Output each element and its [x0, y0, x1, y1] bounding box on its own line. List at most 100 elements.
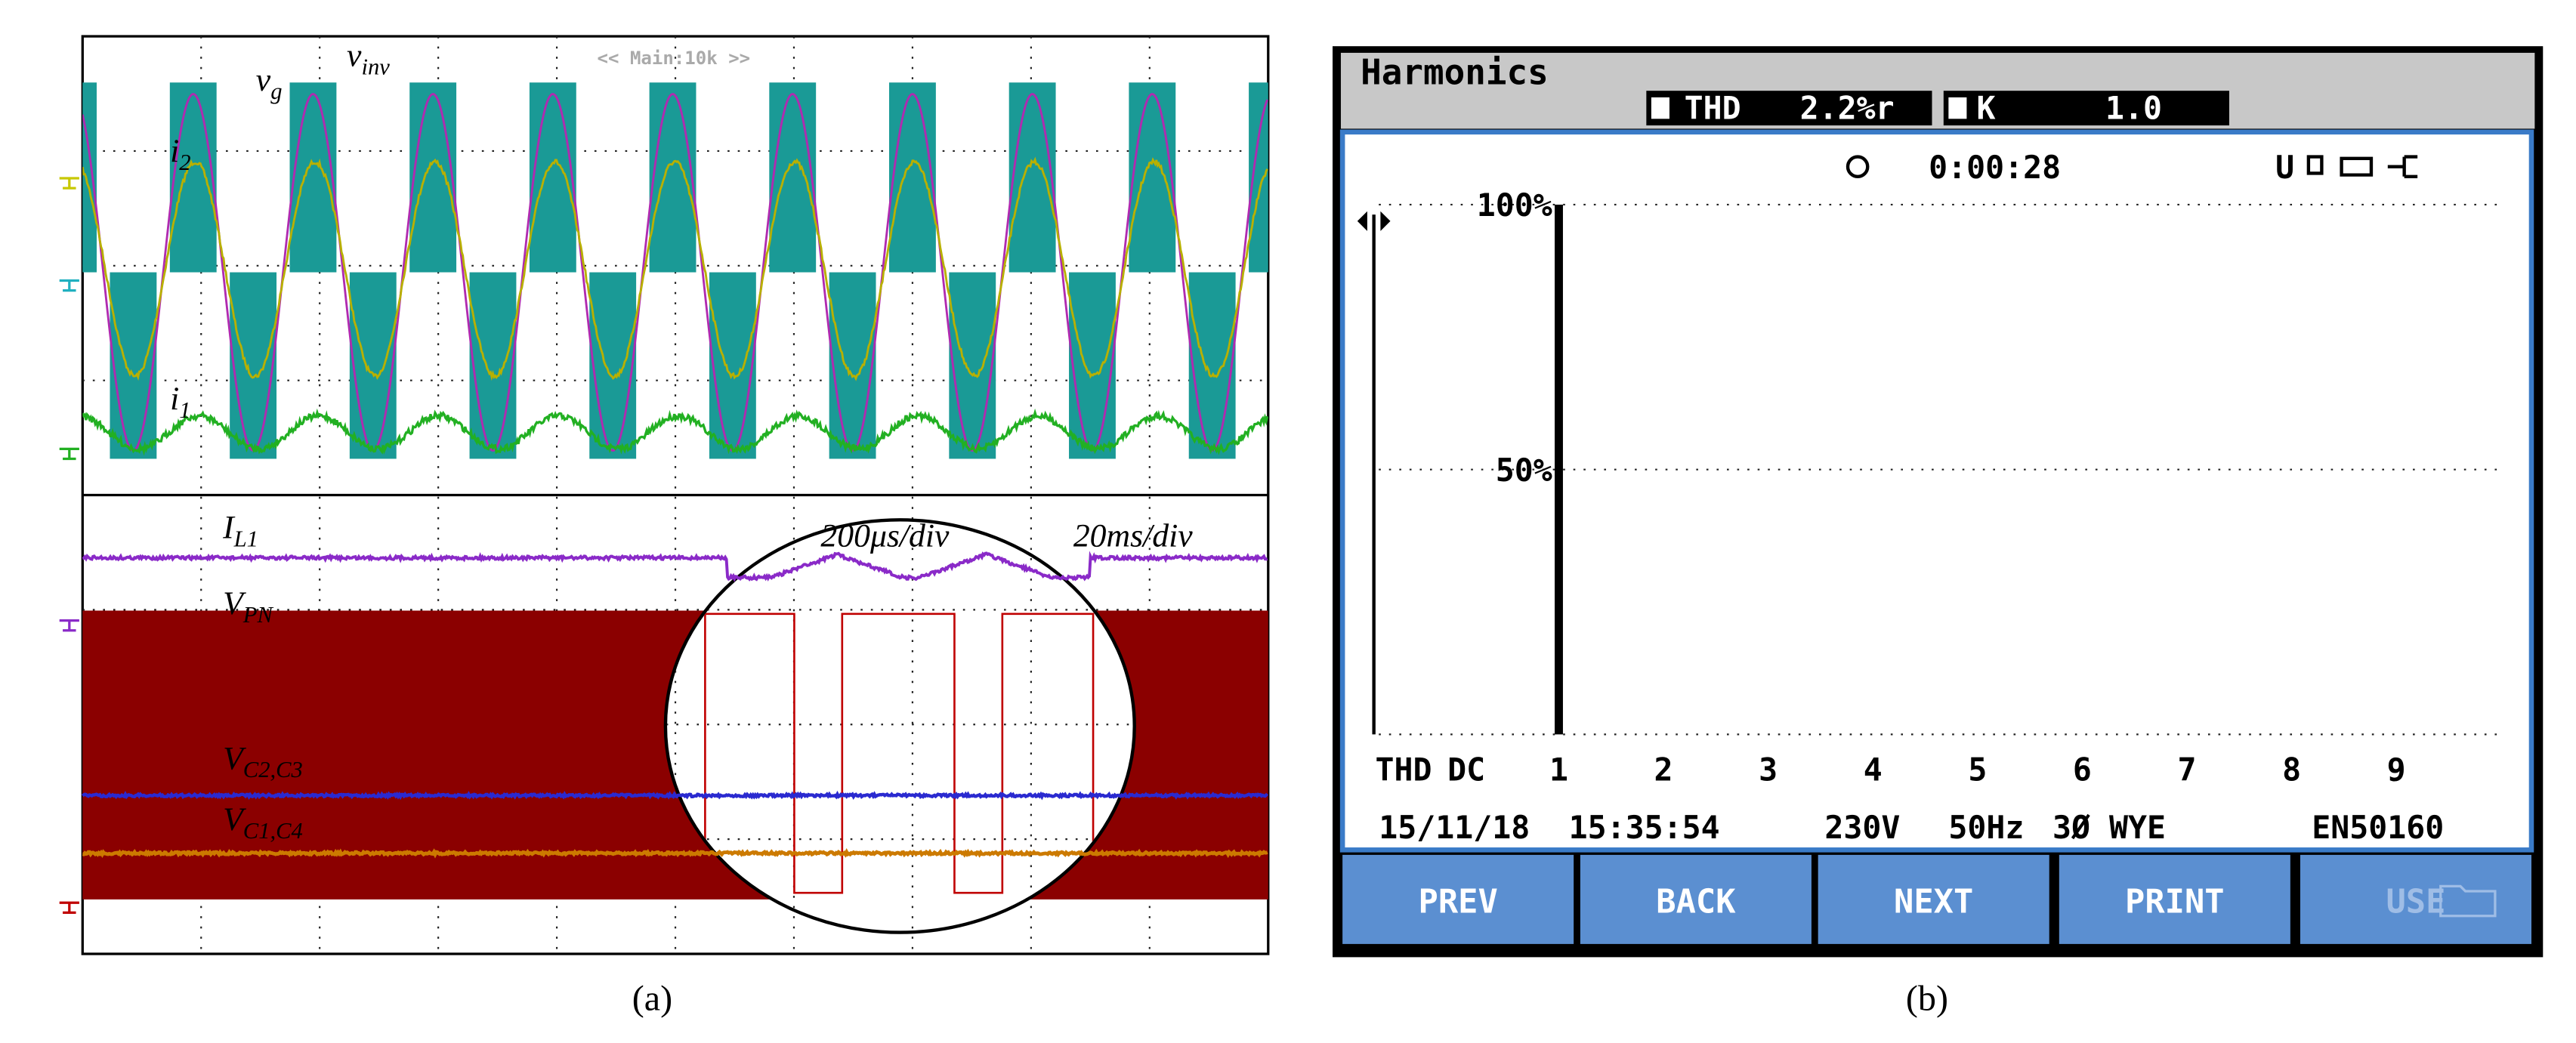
status-text: 3Ø WYE — [2052, 809, 2166, 846]
inverter-voltage — [1129, 82, 1176, 273]
phase-icon — [1948, 97, 1967, 119]
channel-marker — [59, 279, 79, 292]
k-box — [1943, 91, 2229, 126]
signal-symbol: i — [170, 133, 179, 169]
timebase: << Main:10k >> — [598, 48, 751, 69]
inverter-voltage — [110, 272, 157, 459]
k-label: K — [1977, 89, 1996, 126]
signal-label: VC1,C4 — [223, 801, 303, 844]
x-tick-label: 9 — [2387, 751, 2406, 788]
signal-label: i1 — [170, 381, 190, 423]
zoom-traces — [667, 613, 1133, 894]
status-text: 50Hz — [1948, 809, 2024, 846]
oscilloscope: << Main:10k >>vgvinvi2i1IL1VPNVC2,C3VC1,… — [59, 36, 1269, 955]
thd-label: THD — [1685, 89, 1741, 126]
inverter-voltage — [829, 272, 876, 459]
mode-indicator: U — [2275, 149, 2294, 186]
inverter-voltage — [1188, 272, 1236, 459]
k-value: 1.0 — [2105, 89, 2162, 126]
x-tick-label: 7 — [2178, 751, 2197, 788]
signal-subscript: C1,C4 — [243, 818, 303, 844]
signal-subscript: 1 — [179, 397, 190, 423]
current-i2 — [82, 156, 1268, 381]
softkey — [1818, 854, 2049, 944]
caption-b: (b) — [1906, 978, 1948, 1018]
vc23-trace — [81, 790, 1269, 801]
top-traces — [82, 82, 1268, 459]
elapsed-time: 0:00:28 — [1929, 149, 2061, 186]
softkey-label: PREV — [1419, 882, 1498, 921]
inverter-voltage — [1069, 272, 1116, 459]
analyzer-header — [1340, 52, 2535, 129]
signal-subscript: PN — [242, 602, 274, 628]
softkey — [2300, 854, 2531, 944]
inverter-voltage — [1249, 82, 1268, 273]
inverter-voltage — [230, 272, 277, 459]
analyzer: Harmonics THD 2.2%r K 1.0 0:00:28 U 50% 100% THD D… — [1342, 51, 2531, 944]
inverter-voltage — [949, 272, 996, 459]
thd-box — [1646, 91, 1932, 126]
x-tick-label: 8 — [2282, 751, 2301, 788]
softkey-label: PRINT — [2125, 882, 2225, 921]
signal-subscript: 2 — [179, 150, 190, 175]
channel-marker — [59, 177, 79, 190]
x-tick-label: 6 — [2073, 751, 2092, 788]
zoom-window — [663, 518, 1136, 934]
signal-label: vg — [256, 62, 283, 104]
signal-subscript: L1 — [233, 526, 258, 551]
signal-subscript: g — [270, 79, 282, 104]
status-text: 230V — [1824, 809, 1900, 846]
status-text: EN50160 — [2312, 809, 2444, 846]
x-tick-label: 5 — [1968, 751, 1987, 788]
inverter-voltage — [649, 82, 697, 273]
status-icons — [2306, 155, 2418, 178]
inverter-voltage — [589, 272, 637, 459]
screen-title: Harmonics — [1361, 51, 1549, 92]
folder-icon — [2439, 884, 2497, 918]
inverter-voltage — [769, 82, 817, 273]
y-tick-label: 100% — [1477, 187, 1552, 224]
signal-symbol: v — [347, 37, 362, 73]
softkey-label: NEXT — [1894, 882, 1973, 921]
channel-marker — [59, 619, 79, 632]
x-tick-label: DC — [1447, 751, 1485, 788]
signal-label: VC2,C3 — [223, 740, 303, 782]
inverter-voltage — [709, 272, 756, 459]
current-i1 — [82, 408, 1268, 456]
vpn-zoom — [667, 613, 1133, 894]
softkey — [2059, 854, 2290, 944]
signal-subscript: inv — [361, 54, 390, 79]
zoom-scale: 200μs/div — [820, 517, 950, 554]
signal-label: IL1 — [222, 509, 258, 551]
softkey-label: USE — [2386, 882, 2445, 921]
caption-a: (a) — [632, 978, 672, 1018]
signal-label: i2 — [170, 133, 190, 175]
inverter-voltage — [469, 272, 517, 459]
clock-icon — [1846, 155, 1870, 178]
softkey-label: BACK — [1656, 882, 1736, 921]
x-tick-label: 4 — [1864, 751, 1883, 788]
softkey — [1580, 854, 1812, 944]
main-scale: 20ms/div — [1073, 517, 1193, 554]
signal-label: VPN — [223, 585, 273, 628]
vc14-trace — [82, 847, 1268, 859]
signal-subscript: C2,C3 — [243, 757, 303, 782]
analyzer-screen — [1339, 129, 2534, 853]
softkey — [1342, 854, 1574, 944]
x-tick-label: 3 — [1759, 751, 1778, 788]
inverter-voltage — [349, 272, 397, 459]
il1-trace — [82, 551, 1268, 582]
cursor-icon — [1357, 211, 1391, 231]
status-text: 15:35:54 — [1569, 809, 1720, 846]
y-tick-label: 50% — [1496, 452, 1552, 489]
inverter-voltage — [1008, 82, 1056, 273]
x-tick-label: 1 — [1549, 751, 1568, 788]
signal-symbol: V — [223, 585, 246, 622]
signal-symbol: V — [223, 740, 246, 776]
signal-label: vinv — [347, 37, 390, 79]
signal-symbol: i — [170, 381, 179, 417]
inverter-voltage — [529, 82, 576, 273]
inverter-voltage — [289, 82, 337, 273]
